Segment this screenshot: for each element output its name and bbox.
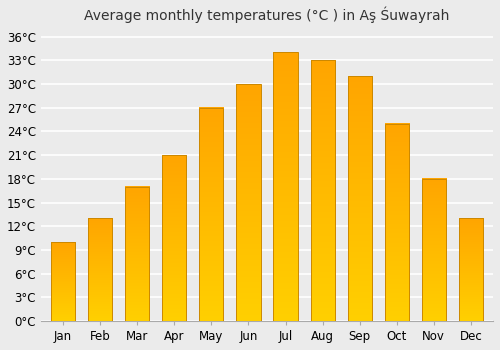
Bar [422,179,446,321]
Bar [162,155,186,321]
Bar [200,108,224,321]
Bar [51,242,75,321]
Bar [274,52,297,321]
Bar [236,84,260,321]
Bar [310,60,334,321]
Title: Average monthly temperatures (°C ) in Aş Śuwayrah: Average monthly temperatures (°C ) in Aş… [84,7,450,23]
Bar [125,187,150,321]
Bar [348,76,372,321]
Bar [88,218,112,321]
Bar [384,124,408,321]
Bar [459,218,483,321]
